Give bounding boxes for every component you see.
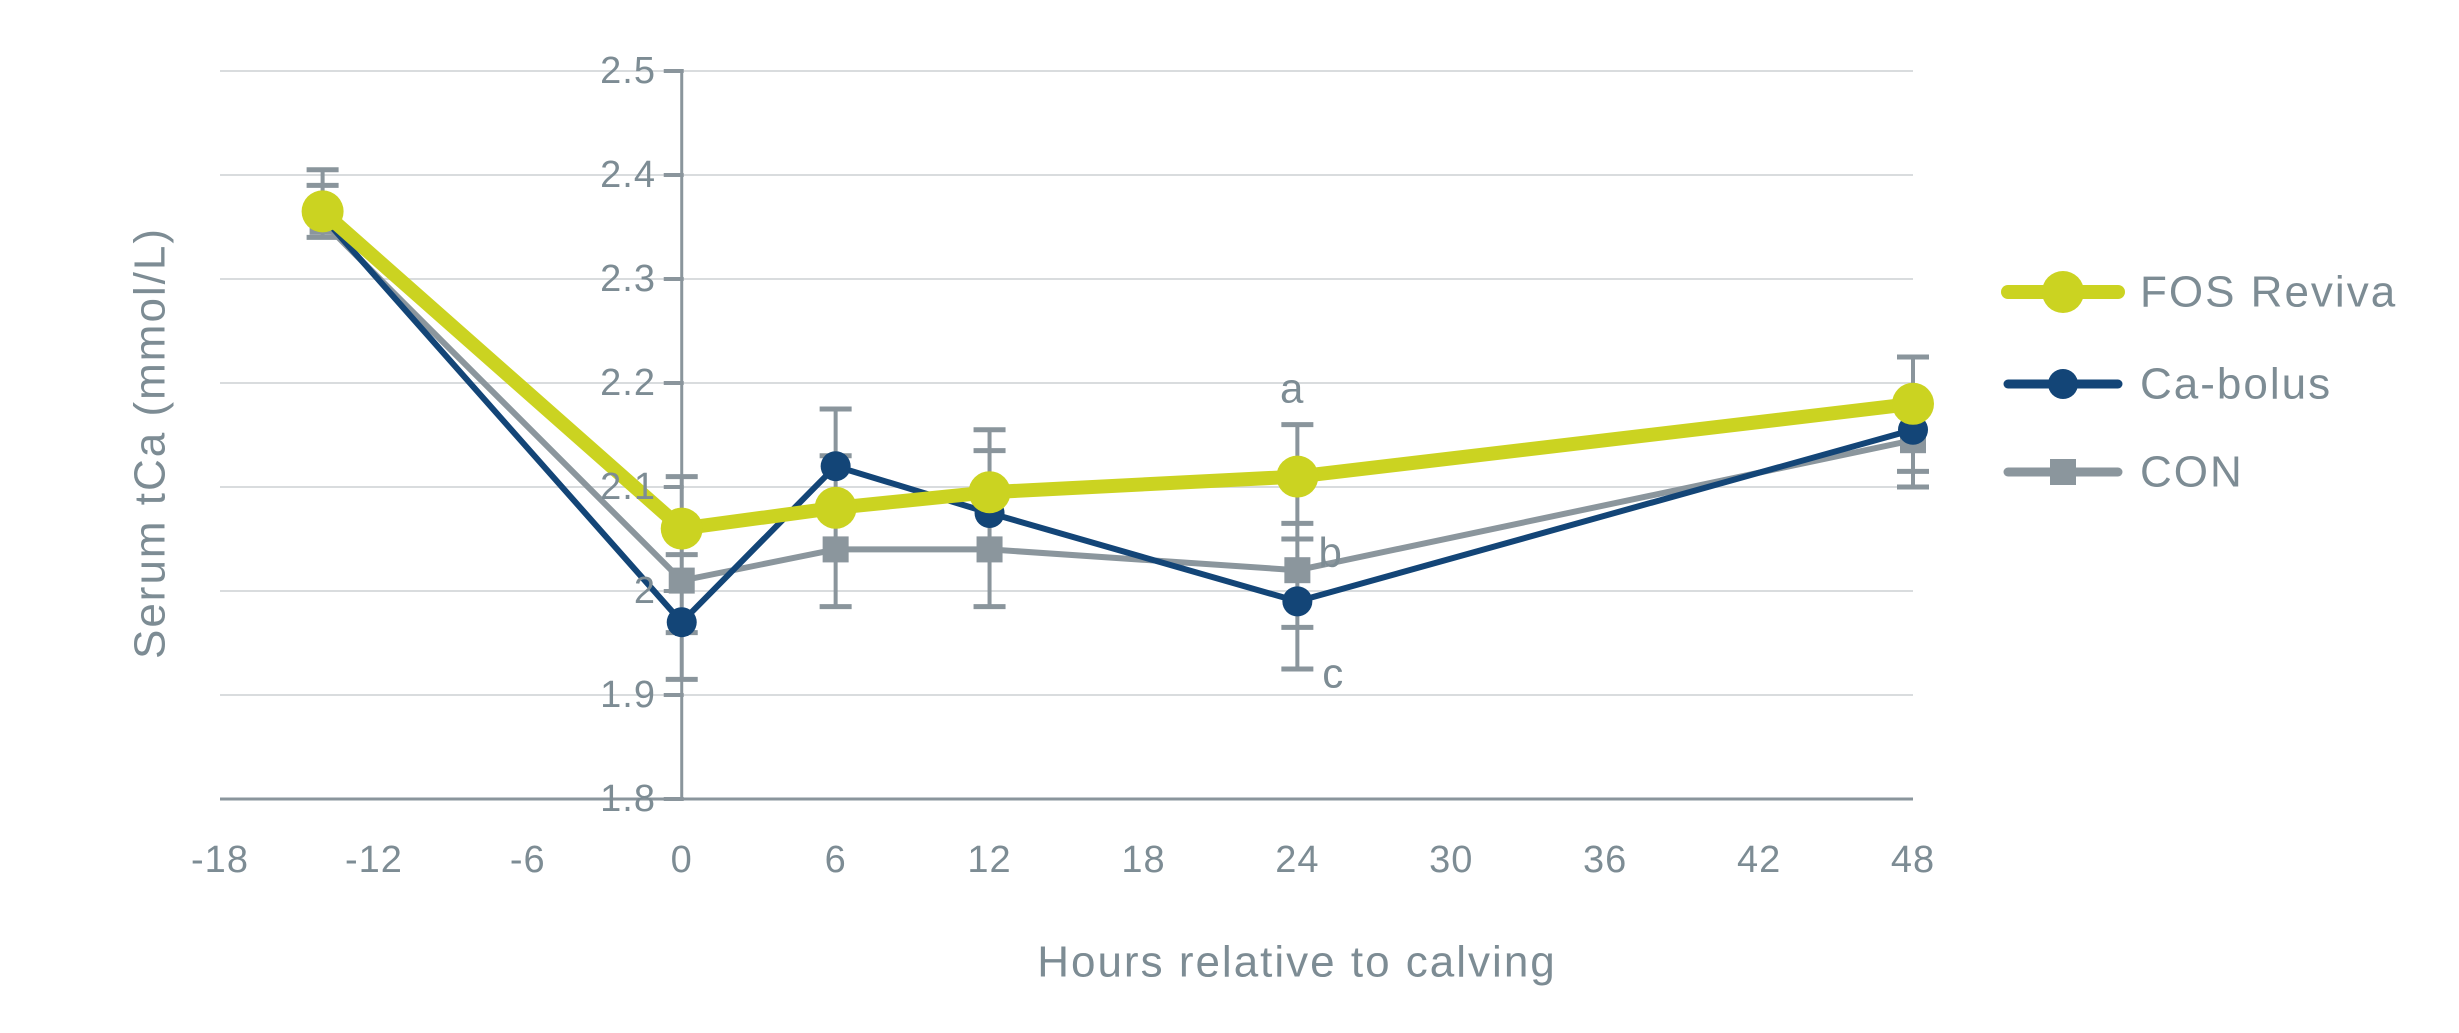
error-bar (1281, 422, 1314, 672)
x-tick-label: 42 (1737, 839, 1781, 881)
y-tick-label: 2.3 (600, 258, 656, 300)
legend-item-ca-bolus: Ca-bolus (2003, 360, 2332, 409)
x-tick-label: -12 (345, 839, 403, 881)
significance-letter: c (1322, 650, 1344, 697)
data-point-fos-reviva (968, 471, 1011, 514)
data-point-fos-reviva (1892, 382, 1934, 425)
data-point-fos-reviva (301, 190, 344, 233)
data-point-fos-reviva (814, 486, 857, 529)
legend-label: FOS Reviva (2140, 268, 2397, 317)
y-tick-label: 2 (634, 570, 656, 612)
x-tick-label: -18 (191, 839, 249, 881)
x-tick-label: 18 (1121, 839, 1165, 881)
legend-marker-fos-reviva (2042, 271, 2084, 313)
legend-marker-con (2050, 459, 2076, 485)
data-point-fos-reviva (660, 507, 703, 550)
legend-marker-ca-bolus (2048, 369, 2078, 399)
x-tick-label: 48 (1891, 839, 1935, 881)
x-tick-label: 0 (671, 839, 693, 881)
data-point-ca-bolus (820, 451, 851, 482)
x-tick-label: 24 (1275, 839, 1319, 881)
x-tick-label: 30 (1429, 839, 1473, 881)
significance-letter: b (1319, 529, 1343, 576)
y-tick-label: 2.5 (600, 50, 656, 92)
data-point-con (1284, 557, 1311, 584)
series-line-fos-reviva (315, 204, 1920, 536)
series-line-con (319, 218, 1916, 584)
y-tick-label: 2.2 (600, 362, 656, 404)
y-tick-label: 2.1 (600, 466, 656, 508)
y-axis-title: Serum tCa (mmol/L) (126, 227, 175, 659)
x-tick-label: 6 (825, 839, 847, 881)
series-line-ca-bolus (319, 213, 1916, 626)
x-axis-title: Hours relative to calving (1037, 938, 1557, 987)
data-point-con (822, 536, 849, 563)
y-tick-label: 1.8 (600, 778, 656, 820)
x-tick-label: 12 (967, 839, 1011, 881)
legend-label: CON (2140, 448, 2244, 497)
x-tick-label: -6 (510, 839, 546, 881)
data-point-fos-reviva (1276, 455, 1319, 498)
legend-item-fos-reviva: FOS Reviva (2001, 268, 2397, 317)
legend-item-con: CON (2003, 448, 2244, 497)
x-tick-label: 36 (1583, 839, 1627, 881)
data-point-ca-bolus (666, 607, 697, 638)
legend-label: Ca-bolus (2140, 360, 2332, 409)
data-point-con (668, 567, 695, 594)
data-point-ca-bolus (1282, 586, 1313, 617)
significance-letter: a (1280, 365, 1304, 412)
y-tick-label: 1.9 (600, 674, 656, 716)
data-point-con (976, 536, 1003, 563)
y-tick-label: 2.4 (600, 154, 656, 196)
